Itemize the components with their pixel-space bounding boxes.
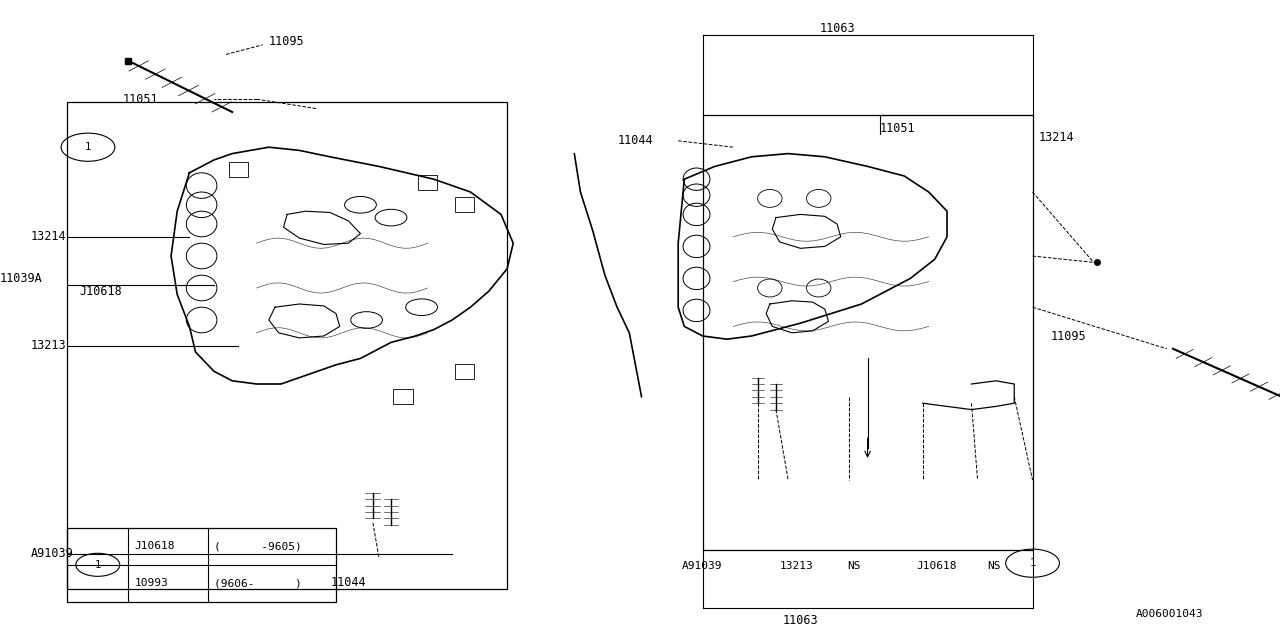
Text: NS: NS (847, 561, 860, 572)
Text: J10618: J10618 (916, 561, 957, 572)
Text: 11039A: 11039A (0, 272, 42, 285)
Text: 11044: 11044 (330, 576, 366, 589)
Text: J10618: J10618 (134, 541, 175, 552)
Text: 10993: 10993 (134, 578, 168, 588)
Text: 11044: 11044 (618, 134, 654, 147)
Text: 1: 1 (1029, 558, 1036, 568)
Text: (9606-      ): (9606- ) (214, 578, 302, 588)
Text: 1: 1 (84, 142, 91, 152)
Text: 1: 1 (95, 560, 101, 570)
Text: 13213: 13213 (780, 561, 813, 572)
Bar (703, 115, 1033, 550)
Text: 11095: 11095 (1051, 330, 1087, 342)
Text: A006001043: A006001043 (1137, 609, 1203, 620)
Bar (68, 528, 337, 602)
Text: 11063: 11063 (782, 614, 818, 627)
Text: A91039: A91039 (682, 561, 722, 572)
Text: 13214: 13214 (1038, 131, 1074, 144)
Text: A91039: A91039 (31, 547, 73, 560)
Text: 13214: 13214 (31, 230, 67, 243)
Text: 11063: 11063 (819, 22, 855, 35)
Bar (68, 102, 507, 589)
Text: 13213: 13213 (31, 339, 67, 352)
Text: J10618: J10618 (79, 285, 122, 298)
Text: 11095: 11095 (269, 35, 305, 48)
Text: (      -9605): ( -9605) (214, 541, 302, 552)
Text: 11051: 11051 (879, 122, 915, 134)
Text: NS: NS (987, 561, 1001, 572)
Text: 11051: 11051 (122, 93, 157, 106)
